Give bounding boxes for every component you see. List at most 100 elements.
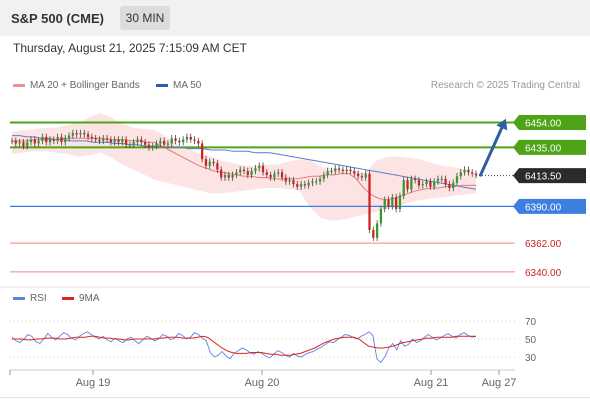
level-tag-1	[513, 139, 586, 155]
legend-ma20: MA 20 + Bollinger Bands	[13, 80, 140, 91]
candle-body-56	[223, 174, 227, 178]
bottom-divider	[0, 397, 590, 398]
header-bar: S&P 500 (CME) 30 MIN	[0, 0, 590, 36]
candle-body-6	[33, 139, 36, 144]
candle-body-114	[444, 178, 447, 185]
rsi-line	[11, 331, 477, 364]
candle-body-119	[463, 169, 466, 173]
candle-body-44	[178, 140, 181, 143]
candle-body-110	[429, 181, 432, 187]
legend-ma50: MA 50	[156, 80, 201, 91]
candle-body-2	[18, 142, 21, 144]
candle-body-65	[258, 165, 261, 169]
time-tick-label-1: Aug 20	[245, 377, 280, 389]
candle-body-106	[414, 178, 417, 181]
legend-ma20-label: MA 20 + Bollinger Bands	[30, 80, 140, 91]
candle-body-74	[292, 180, 295, 185]
candle-body-120	[467, 169, 470, 173]
candle-body-34	[140, 139, 143, 143]
level-label-3: 6362.00	[525, 239, 562, 250]
candle-body-77	[303, 184, 306, 186]
legend-rsi-label: RSI	[30, 293, 47, 304]
candle-body-23	[98, 139, 101, 141]
level-tag-0	[513, 115, 586, 131]
candle-body-69	[273, 173, 276, 178]
candle-body-42	[170, 138, 173, 144]
candle-body-82	[322, 174, 326, 179]
candle-body-109	[425, 181, 428, 185]
candle-body-40	[162, 140, 166, 145]
candle-body-66	[261, 165, 265, 173]
research-credit: Research © 2025 Trading Central	[430, 80, 580, 91]
rsi-tick-label-2: 30	[525, 353, 537, 364]
candle-body-64	[254, 168, 257, 171]
candle-body-107	[417, 180, 421, 186]
candle-body-0	[10, 140, 14, 142]
rsi-ma-swatch	[62, 297, 74, 300]
legend-rsi: RSI	[13, 293, 47, 304]
candle-body-43	[174, 138, 177, 141]
candle-body-35	[143, 142, 147, 145]
candle-body-49	[197, 140, 200, 144]
candle-body-112	[436, 178, 440, 182]
candle-body-19	[83, 133, 86, 135]
candle-body-118	[459, 172, 462, 177]
candle-body-61	[242, 169, 246, 171]
candle-body-122	[474, 173, 478, 175]
candle-body-62	[246, 171, 249, 175]
level-tag-2	[513, 198, 586, 214]
candle-body-105	[410, 178, 413, 190]
candle-body-39	[159, 140, 162, 144]
timeframe-badge[interactable]: 30 MIN	[120, 6, 170, 30]
candle-body-11	[52, 139, 55, 141]
candle-body-79	[311, 181, 314, 183]
candle-body-92	[360, 176, 364, 178]
candle-body-75	[296, 184, 299, 187]
candle-body-115	[448, 184, 451, 189]
rsi-swatch	[13, 297, 25, 300]
candle-body-31	[128, 144, 132, 146]
candle-body-67	[265, 172, 268, 175]
candle-body-83	[326, 171, 329, 175]
time-tick-label-0: Aug 19	[76, 377, 111, 389]
candle-body-103	[402, 180, 405, 196]
candle-body-73	[288, 180, 291, 182]
candle-body-4	[26, 142, 29, 147]
candle-body-117	[455, 176, 459, 183]
level-label-2: 6390.00	[525, 202, 562, 213]
candle-body-18	[79, 133, 82, 135]
candle-body-116	[452, 182, 455, 189]
ma50-line	[12, 135, 477, 190]
candle-body-45	[182, 139, 185, 143]
candle-body-33	[136, 139, 139, 143]
candle-body-37	[151, 146, 154, 148]
candle-body-21	[90, 136, 94, 139]
candle-body-3	[22, 142, 25, 147]
candle-body-58	[231, 174, 234, 178]
candle-body-50	[201, 143, 204, 160]
candle-body-91	[356, 173, 360, 177]
candle-body-8	[41, 136, 44, 141]
candle-body-32	[132, 142, 135, 145]
time-tick-label-2: Aug 21	[414, 377, 449, 389]
candle-body-71	[280, 172, 284, 178]
candle-body-101	[394, 197, 398, 209]
forecast-arrow-head	[496, 118, 508, 131]
candle-body-16	[71, 133, 74, 136]
candle-body-57	[227, 174, 230, 178]
candle-body-22	[94, 138, 97, 140]
candle-body-78	[307, 182, 310, 186]
candle-body-70	[277, 172, 280, 174]
legend-ma50-label: MA 50	[173, 80, 202, 91]
last-price-label: 6413.50	[525, 172, 562, 183]
candle-body-13	[60, 136, 63, 143]
candle-body-5	[29, 139, 33, 143]
candle-body-89	[349, 169, 352, 171]
candle-body-72	[284, 177, 287, 182]
candle-body-76	[299, 184, 303, 187]
candle-body-14	[64, 138, 67, 143]
candle-body-47	[189, 136, 192, 140]
candle-body-81	[318, 178, 322, 182]
ma20-swatch	[13, 84, 25, 87]
